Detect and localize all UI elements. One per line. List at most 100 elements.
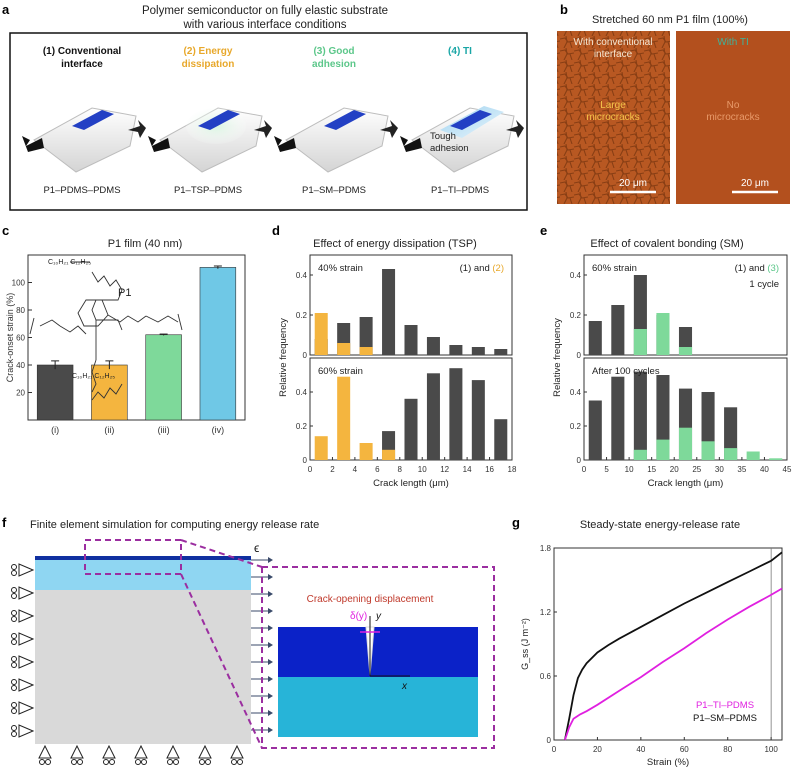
chart-e-ytick-label: 0.4 — [570, 388, 582, 397]
fe-roller — [173, 759, 179, 765]
chart-e-ylabel: Relative frequency — [552, 318, 563, 397]
chart-d-bar — [382, 449, 396, 460]
chart-e-bar — [656, 439, 670, 460]
chart-d-bar — [494, 419, 508, 460]
fe-roller — [11, 708, 17, 714]
fe-bottom-support — [198, 744, 212, 759]
panel-a-letter: a — [2, 2, 10, 17]
chart-g-ytick-label: 0.6 — [540, 672, 552, 681]
chart-d-bar — [404, 398, 418, 460]
chart-e-ytick-label: 0.2 — [570, 311, 582, 320]
chart-e-bar — [633, 329, 647, 355]
chart-c-ytick-label: 60 — [16, 334, 25, 343]
micrograph-left-inner-2: microcracks — [586, 112, 639, 123]
chart-d-bar — [404, 325, 418, 355]
fe-roller — [11, 685, 17, 691]
fe-roller — [11, 587, 17, 593]
chart-e-subplot-label: 60% strain — [592, 263, 637, 274]
chart-e-bar — [724, 407, 738, 460]
fe-roller — [11, 639, 17, 645]
chart-e-bar — [588, 321, 602, 355]
fe-load-arrowhead — [268, 574, 273, 580]
chart-d-bar — [359, 317, 373, 355]
stretch-arrow-left — [274, 136, 296, 152]
sample-label: P1–TI–PDMS — [431, 185, 489, 196]
micrograph-right-inner-1: No — [727, 100, 740, 111]
chart-d-bar — [314, 313, 328, 355]
zoom-box — [84, 539, 182, 575]
chart-d-xtick-label: 0 — [308, 465, 313, 474]
chart-e-xtick-label: 0 — [582, 465, 587, 474]
fe-roller — [141, 759, 147, 765]
stretch-arrow-right — [380, 120, 398, 138]
chart-d-bar — [449, 345, 463, 355]
fe-roller — [11, 725, 17, 731]
fe-roller — [11, 570, 17, 576]
chart-d-ylabel: Relative frequency — [278, 318, 289, 397]
chart-g-legend-sm: P1–SM–PDMS — [693, 713, 757, 724]
chart-d-bar — [494, 349, 508, 355]
panel-a-frame — [9, 32, 528, 211]
chart-e-xtick-label: 40 — [760, 465, 769, 474]
chart-d-bar — [449, 368, 463, 460]
stretch-arrow-right — [254, 120, 272, 138]
column-title-line2: dissipation — [182, 59, 235, 70]
stretch-arrow-left — [22, 136, 44, 152]
fe-bottom-support — [38, 744, 52, 759]
elastic-substrate — [33, 107, 137, 173]
chart-d-bar — [337, 343, 351, 355]
chart-e-legend-prefix: (1) and — [735, 263, 768, 274]
elastic-substrate — [285, 107, 389, 173]
chart-e-bar — [769, 458, 783, 460]
panel-f-letter: f — [2, 515, 7, 530]
panel-c-letter: c — [2, 223, 9, 238]
semiconductor-film — [324, 110, 366, 130]
panel-e-letter: e — [540, 223, 547, 238]
chart-d-xtick-label: 10 — [418, 465, 427, 474]
fe-epsilon: ϵ — [254, 541, 259, 555]
inset-frame — [261, 566, 495, 749]
inset-film — [278, 627, 478, 677]
chart-d-legend: (1) and (2) — [460, 263, 504, 274]
sample-label: P1–SM–PDMS — [302, 185, 366, 196]
semiconductor-film — [198, 110, 240, 130]
column-title-line2: adhesion — [312, 59, 356, 70]
semiconductor-film — [72, 110, 114, 130]
stretch-arrow-left — [148, 136, 170, 152]
chart-c-bar — [36, 364, 74, 421]
chart-e-xtick-label: 5 — [604, 465, 609, 474]
chart-g-xtick-label: 40 — [636, 745, 645, 754]
fe-roller — [11, 662, 17, 668]
micrograph-right-inner-2: microcracks — [706, 112, 759, 123]
micrograph-left-inner-1: Large — [600, 100, 626, 111]
panel-f: f Finite element simulation for computin… — [2, 515, 495, 765]
fe-roller — [135, 759, 141, 765]
panel-c-title: P1 film (40 nm) — [108, 238, 183, 250]
chart-d-bar — [337, 376, 351, 460]
fe-load-arrowhead — [268, 659, 273, 665]
chart-g-xtick-label: 0 — [552, 745, 557, 754]
chart-g-series-line — [564, 587, 783, 741]
chart-g-xtick-label: 60 — [680, 745, 689, 754]
fe-roller — [109, 759, 115, 765]
panel-a-columns: (1) Conventional interface P1–PDMS–PDMS (2)… — [22, 46, 524, 196]
fe-roller — [39, 759, 45, 765]
micrograph-right-label: With TI — [717, 37, 748, 48]
micrograph-right-scale: 20 μm — [741, 178, 769, 189]
fe-bottom-support — [70, 744, 84, 759]
molecule-label: P1 — [118, 287, 131, 299]
chart-d-ytick-label: 0 — [303, 351, 308, 360]
chart-g-legend-ti: P1–TI–PDMS — [696, 700, 754, 711]
chart-g-xtick-label: 100 — [764, 745, 778, 754]
fe-roller-support — [18, 632, 35, 646]
fe-roller-support — [18, 701, 35, 715]
panel-d: d Effect of energy dissipation (TSP) 0 0.… — [272, 223, 517, 489]
crack-y-label: y — [375, 611, 382, 622]
fe-roller — [11, 593, 17, 599]
chart-e-bar — [633, 371, 647, 460]
chart-d-xlabel: Crack length (μm) — [373, 478, 449, 489]
chain-bottom-label: C₁₀H₂₁ C₁₂H₂₅ — [72, 373, 115, 380]
chart-d-legend-prefix: (1) and — [460, 263, 493, 274]
panel-e-title: Effect of covalent bonding (SM) — [590, 238, 743, 250]
chart-d-xtick-label: 2 — [330, 465, 335, 474]
